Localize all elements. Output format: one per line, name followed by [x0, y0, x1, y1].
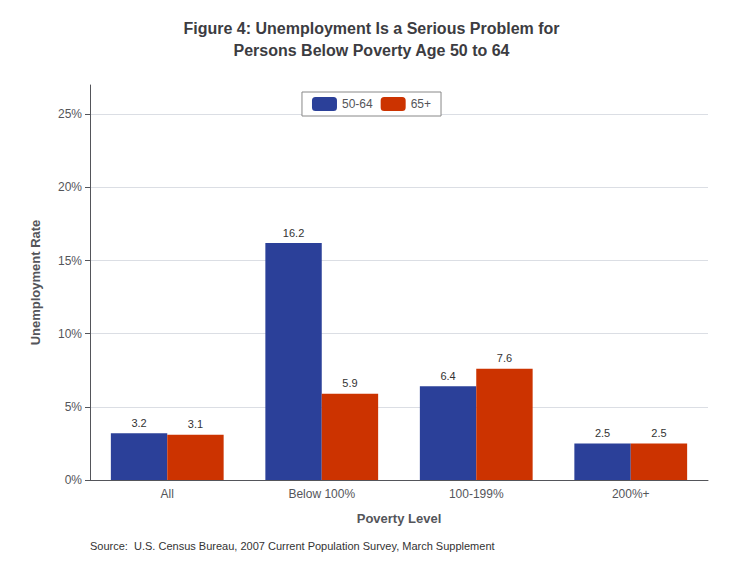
svg-text:100-199%: 100-199% — [449, 487, 504, 501]
svg-text:2.5: 2.5 — [595, 427, 610, 439]
svg-text:All: All — [161, 487, 174, 501]
svg-text:2.5: 2.5 — [651, 427, 666, 439]
svg-text:3.2: 3.2 — [131, 417, 146, 429]
svg-text:Figure 4: Unemployment Is a Se: Figure 4: Unemployment Is a Serious Prob… — [183, 20, 559, 37]
svg-text:15%: 15% — [58, 254, 82, 268]
svg-text:7.6: 7.6 — [497, 352, 512, 364]
svg-text:Below 100%: Below 100% — [288, 487, 355, 501]
svg-text:65+: 65+ — [411, 97, 431, 111]
svg-text:Unemployment Rate: Unemployment Rate — [28, 220, 43, 346]
svg-text:0%: 0% — [65, 473, 83, 487]
svg-text:50-64: 50-64 — [342, 97, 373, 111]
svg-text:16.2: 16.2 — [283, 227, 304, 239]
svg-text:Persons Below Poverty Age 50 t: Persons Below Poverty Age 50 to 64 — [234, 42, 510, 59]
svg-text:Poverty Level: Poverty Level — [357, 511, 442, 526]
svg-text:25%: 25% — [58, 107, 82, 121]
svg-text:10%: 10% — [58, 327, 82, 341]
svg-text:6.4: 6.4 — [440, 370, 455, 382]
svg-text:200%+: 200%+ — [612, 487, 650, 501]
svg-text:5.9: 5.9 — [342, 377, 357, 389]
svg-text:3.1: 3.1 — [188, 418, 203, 430]
svg-text:20%: 20% — [58, 180, 82, 194]
svg-text:5%: 5% — [65, 400, 83, 414]
svg-text:Source: U.S. Census Bureau, 2: Source: U.S. Census Bureau, 2007 Current… — [90, 540, 495, 552]
